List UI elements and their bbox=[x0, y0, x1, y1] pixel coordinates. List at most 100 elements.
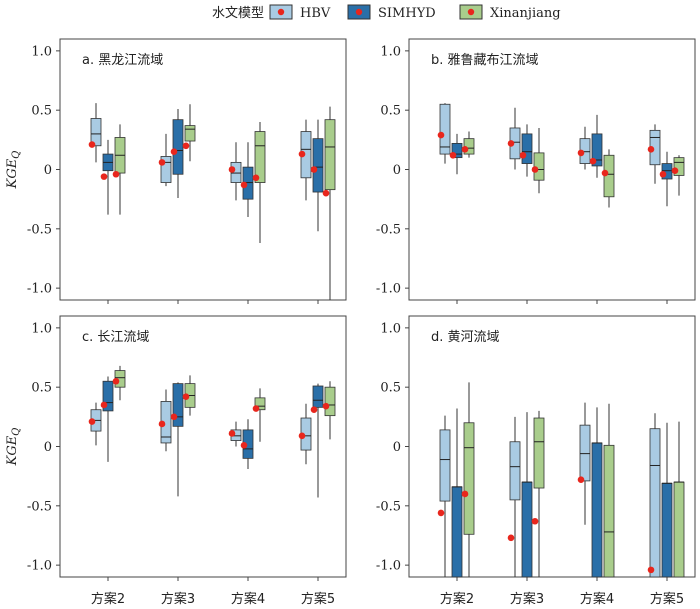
box-xinanjiang bbox=[531, 127, 545, 194]
mean-dot bbox=[601, 169, 609, 177]
mean-dot bbox=[577, 149, 585, 157]
box-xinanjiang bbox=[322, 381, 336, 440]
box-simhyd bbox=[310, 383, 324, 498]
panel-title: c. 长江流域 bbox=[82, 330, 149, 345]
box-xinanjiang bbox=[252, 122, 266, 244]
mean-dot bbox=[158, 420, 166, 428]
legend-mean-dot bbox=[467, 8, 475, 16]
mean-dot bbox=[88, 141, 96, 148]
box-simhyd bbox=[521, 412, 533, 578]
mean-dot bbox=[671, 167, 679, 174]
box-simhyd bbox=[100, 139, 114, 215]
box-hbv bbox=[437, 415, 451, 577]
box-simhyd bbox=[661, 422, 673, 578]
panel-frame bbox=[408, 38, 696, 301]
box-iqr bbox=[254, 131, 266, 183]
box-iqr bbox=[649, 428, 661, 578]
panel-title: b. 雅鲁藏布江流域 bbox=[431, 53, 539, 68]
x-tick-label: 方案5 bbox=[301, 591, 335, 607]
mean-dot bbox=[531, 517, 539, 525]
mean-dot bbox=[647, 566, 655, 574]
mean-dot bbox=[298, 432, 306, 440]
mean-dot bbox=[531, 166, 539, 173]
box-simhyd bbox=[519, 124, 533, 177]
legend-label: SIMHYD bbox=[378, 6, 436, 21]
box-simhyd bbox=[451, 408, 463, 578]
box-xinanjiang bbox=[182, 104, 196, 162]
box-iqr bbox=[521, 481, 533, 578]
box-iqr bbox=[312, 385, 324, 408]
y-tick-label: -0.5 bbox=[27, 499, 52, 514]
mean-dot bbox=[589, 157, 597, 165]
box-simhyd bbox=[591, 407, 603, 578]
box-iqr bbox=[439, 429, 451, 502]
box-iqr bbox=[603, 444, 615, 578]
mean-dot bbox=[252, 405, 260, 412]
box-simhyd bbox=[170, 108, 184, 198]
mean-dot bbox=[577, 476, 585, 484]
box-hbv bbox=[577, 126, 591, 170]
mean-dot bbox=[100, 173, 108, 180]
box-iqr bbox=[160, 156, 172, 183]
box-simhyd bbox=[170, 382, 184, 497]
y-tick-label: -0.5 bbox=[376, 222, 401, 237]
legend: 水文模型 HBV SIMHYD Xinanjiang bbox=[212, 4, 561, 21]
x-tick-label: 方案5 bbox=[650, 591, 684, 607]
y-tick-label: 0.5 bbox=[380, 104, 401, 119]
x-tick-label: 方案2 bbox=[440, 591, 474, 607]
panel-b: -1.0 -0.5 0 0.5 1.0 b. 雅鲁藏布江流域 bbox=[376, 38, 696, 304]
box-simhyd bbox=[240, 419, 254, 470]
box-iqr bbox=[102, 380, 114, 412]
panel-a: -1.0 -0.5 0 0.5 1.0 KGEQ a. 黑龙江流域 bbox=[5, 38, 347, 304]
mean-dot bbox=[170, 148, 178, 156]
mean-dot bbox=[322, 402, 330, 410]
y-tick-label: 0.5 bbox=[31, 381, 52, 396]
y-tick-label: -1.0 bbox=[27, 559, 52, 574]
mean-dot bbox=[182, 142, 190, 150]
mean-dot bbox=[461, 490, 469, 498]
y-tick-label: 0.5 bbox=[31, 104, 52, 119]
mean-dot bbox=[252, 174, 260, 182]
box-hbv bbox=[228, 421, 242, 447]
box-iqr bbox=[673, 481, 685, 578]
box-iqr bbox=[172, 383, 184, 427]
box-xinanjiang bbox=[671, 155, 685, 196]
x-tick-label: 方案3 bbox=[510, 591, 544, 607]
box-simhyd bbox=[659, 151, 673, 207]
box-simhyd bbox=[100, 376, 114, 462]
mean-dot bbox=[647, 146, 655, 153]
mean-dot bbox=[322, 189, 330, 197]
mean-dot bbox=[228, 430, 236, 437]
y-tick-label: 0.5 bbox=[380, 381, 401, 396]
mean-dot bbox=[437, 131, 445, 139]
legend-label: Xinanjiang bbox=[490, 6, 561, 21]
y-tick-label: 0 bbox=[44, 440, 52, 455]
x-tick-label: 方案4 bbox=[231, 591, 265, 607]
box-hbv bbox=[88, 402, 102, 446]
mean-dot bbox=[158, 159, 166, 166]
box-iqr bbox=[579, 424, 591, 482]
y-tick-label: -1.0 bbox=[376, 559, 401, 574]
x-tick-label: 方案2 bbox=[91, 591, 125, 607]
legend-label: HBV bbox=[300, 6, 331, 21]
box-iqr bbox=[324, 119, 336, 191]
box-xinanjiang bbox=[112, 365, 126, 401]
box-iqr bbox=[509, 441, 521, 501]
box-hbv bbox=[158, 133, 172, 187]
mean-dot bbox=[240, 442, 248, 449]
box-xinanjiang bbox=[603, 403, 615, 578]
box-iqr bbox=[451, 486, 463, 578]
box-hbv bbox=[437, 103, 451, 164]
mean-dot bbox=[659, 170, 667, 178]
legend-item-simhyd: SIMHYD bbox=[347, 4, 436, 21]
box-iqr bbox=[533, 417, 545, 489]
mean-dot bbox=[507, 140, 515, 147]
box-hbv bbox=[298, 119, 312, 201]
y-tick-label: 1.0 bbox=[31, 44, 52, 59]
box-iqr bbox=[324, 386, 336, 417]
y-tick-label: 1.0 bbox=[380, 44, 401, 59]
box-hbv bbox=[228, 142, 242, 201]
